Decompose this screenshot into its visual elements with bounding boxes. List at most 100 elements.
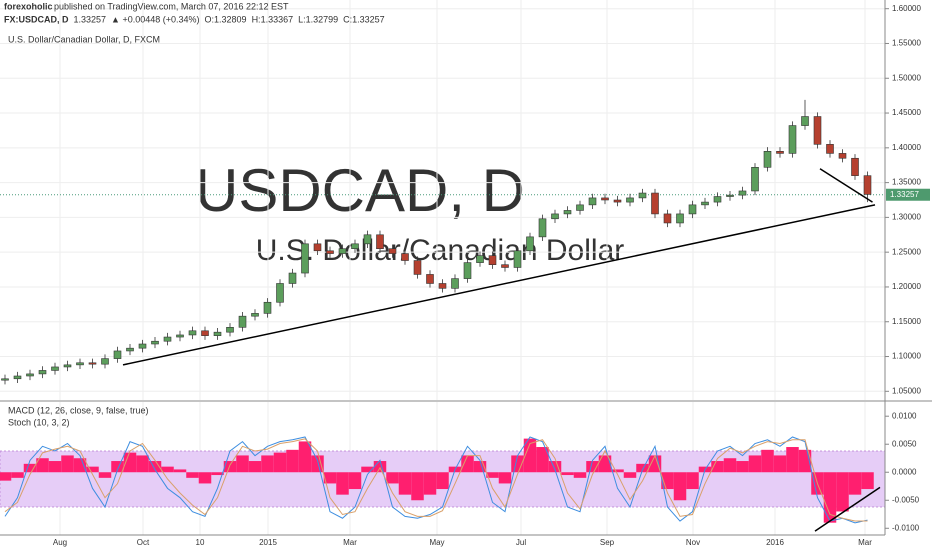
macd-bar bbox=[386, 472, 399, 484]
macd-bar bbox=[261, 455, 274, 473]
candle-body bbox=[413, 260, 422, 275]
y-tick-label: 1.30000 bbox=[892, 213, 921, 222]
macd-bar bbox=[748, 455, 762, 473]
stoch-label: Stoch (10, 3, 2) bbox=[8, 417, 70, 427]
macd-bar bbox=[461, 455, 474, 473]
candle-body bbox=[601, 197, 609, 201]
candle-body bbox=[113, 350, 122, 359]
candle-body bbox=[763, 151, 772, 168]
macd-bar bbox=[273, 452, 287, 473]
macd-bar bbox=[323, 472, 337, 484]
macd-bar bbox=[623, 472, 637, 478]
candle-body bbox=[863, 175, 872, 195]
candle-body bbox=[351, 243, 359, 249]
macd-bar bbox=[573, 472, 587, 478]
candle-body bbox=[363, 234, 372, 245]
macd-bar bbox=[348, 472, 362, 490]
macd-bar bbox=[336, 472, 349, 495]
macd-bar bbox=[161, 466, 174, 473]
publisher[interactable]: forexoholic bbox=[4, 1, 53, 11]
macd-bar bbox=[86, 466, 99, 473]
trendline bbox=[819, 168, 873, 203]
symbol-field: H:1.33367 bbox=[252, 14, 294, 24]
macd-bar bbox=[848, 472, 862, 495]
candle-body bbox=[626, 197, 634, 203]
y-tick-label: 1.40000 bbox=[892, 143, 921, 152]
candle-body bbox=[501, 264, 509, 268]
y-tick-label: 1.05000 bbox=[892, 386, 921, 395]
macd-bar bbox=[723, 458, 737, 473]
candle-body bbox=[401, 253, 409, 261]
macd-bar bbox=[611, 469, 624, 473]
candle-body bbox=[663, 213, 672, 224]
macd-bar bbox=[311, 455, 324, 473]
candle-body bbox=[426, 274, 434, 284]
y-tick-label: -0.0050 bbox=[892, 495, 920, 504]
candle-body bbox=[726, 194, 734, 197]
macd-bar bbox=[223, 461, 237, 473]
macd-bar bbox=[561, 472, 574, 476]
candle-body bbox=[851, 157, 859, 176]
macd-bar bbox=[186, 472, 199, 478]
macd-bar bbox=[536, 447, 549, 473]
candle-body bbox=[151, 340, 159, 345]
candle-body bbox=[26, 373, 34, 377]
macd-bar bbox=[298, 441, 312, 473]
macd-bar bbox=[686, 472, 699, 490]
macd-bar bbox=[11, 472, 24, 478]
candle-body bbox=[438, 283, 447, 289]
candle-body bbox=[276, 283, 284, 303]
candle-body bbox=[701, 201, 709, 206]
macd-bar bbox=[586, 461, 599, 473]
macd-bar bbox=[823, 472, 837, 523]
candle-body bbox=[88, 362, 97, 365]
macd-bar bbox=[673, 472, 687, 501]
x-tick-label: Sep bbox=[600, 538, 615, 547]
candle-body bbox=[163, 336, 172, 342]
symbol-field: FX:USDCAD, D bbox=[4, 14, 69, 24]
candle-body bbox=[388, 248, 397, 254]
macd-bar bbox=[0, 472, 12, 481]
trendline bbox=[814, 486, 881, 532]
x-tick-label: May bbox=[429, 538, 444, 547]
macd-bar bbox=[136, 455, 149, 473]
candle-body bbox=[613, 199, 622, 203]
macd-bar bbox=[48, 461, 62, 473]
candle-body bbox=[588, 197, 597, 206]
x-tick-label: Mar bbox=[858, 538, 872, 547]
macd-bar bbox=[111, 461, 124, 473]
trendline bbox=[122, 204, 876, 366]
x-tick-label: Jul bbox=[516, 538, 526, 547]
macd-bar bbox=[436, 472, 449, 490]
candle-body bbox=[688, 204, 697, 215]
candle-body bbox=[226, 327, 234, 333]
macd-bar bbox=[36, 458, 49, 473]
macd-bar bbox=[861, 472, 874, 490]
candle-body bbox=[776, 151, 784, 154]
symbol-field: 1.33257 bbox=[74, 14, 107, 24]
x-tick-label: Nov bbox=[686, 538, 700, 547]
candle-body bbox=[826, 144, 834, 154]
chart-title: U.S. Dollar/Canadian Dollar, D, FXCM bbox=[8, 34, 160, 44]
macd-bar bbox=[148, 461, 162, 473]
macd-bar bbox=[61, 455, 74, 473]
published: published on TradingView.com, March 07, … bbox=[54, 1, 289, 11]
candle-body bbox=[138, 343, 147, 349]
candle-body bbox=[488, 255, 497, 265]
candle-body bbox=[376, 234, 384, 249]
candle-body bbox=[651, 192, 659, 215]
x-tick-label: 2015 bbox=[259, 538, 277, 547]
candle-body bbox=[313, 243, 322, 252]
macd-bar bbox=[523, 438, 537, 473]
last-price-box bbox=[886, 188, 930, 201]
macd-bar bbox=[636, 463, 649, 473]
y-tick-label: 1.35000 bbox=[892, 178, 921, 187]
macd-bar bbox=[173, 469, 187, 473]
candle-body bbox=[838, 153, 847, 159]
y-tick-label: 1.55000 bbox=[892, 39, 921, 48]
macd-bar bbox=[211, 472, 224, 476]
candle-body bbox=[526, 236, 534, 252]
candle-body bbox=[251, 313, 259, 317]
macd-bar bbox=[248, 461, 262, 473]
